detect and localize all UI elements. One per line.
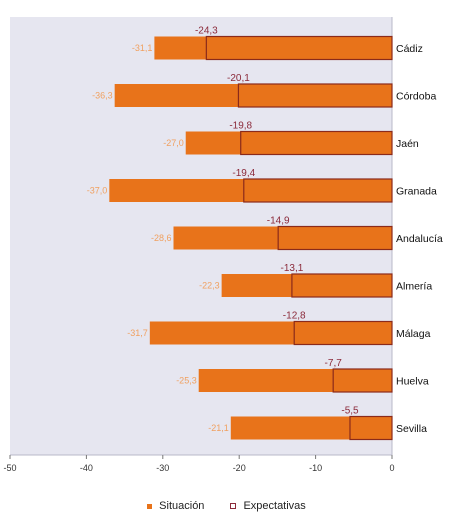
legend-label-situacion: Situación — [159, 500, 205, 512]
data-label-situacion-cadiz: -31,1 — [132, 43, 153, 53]
bar-expectativas-sevilla — [349, 415, 393, 441]
data-label-situacion-sevilla: -21,1 — [208, 423, 229, 433]
category-label-cadiz: Cádiz — [396, 43, 423, 55]
bar-expectativas-cadiz — [205, 35, 393, 61]
category-label-malaga: Málaga — [396, 328, 431, 340]
x-tick-label-1: -40 — [80, 463, 93, 473]
data-label-situacion-almeria: -22,3 — [199, 281, 220, 291]
data-label-expectativas-granada: -19,4 — [232, 168, 255, 179]
bar-expectativas-almeria — [291, 273, 393, 298]
data-label-expectativas-huelva: -7,7 — [325, 358, 343, 369]
bar-situacion-cordoba — [114, 84, 392, 107]
legend-item-expectativas: Expectativas — [230, 500, 306, 512]
data-label-expectativas-almeria: -13,1 — [281, 263, 304, 274]
data-label-situacion-andalucia: -28,6 — [151, 233, 172, 243]
bar-situacion-andalucia — [173, 226, 392, 250]
legend-label-expectativas: Expectativas — [243, 500, 306, 512]
category-label-huelva: Huelva — [396, 376, 429, 388]
bar-situacion-almeria — [221, 274, 392, 297]
data-label-situacion-malaga: -31,7 — [127, 328, 148, 338]
bar-expectativas-huelva — [332, 368, 393, 393]
data-label-expectativas-sevilla: -5,5 — [341, 406, 359, 417]
x-tick-label-4: -10 — [309, 463, 322, 473]
data-label-situacion-huelva: -25,3 — [176, 376, 197, 386]
data-label-situacion-granada: -37,0 — [87, 186, 108, 196]
category-label-andalucia: Andalucía — [396, 233, 443, 245]
legend: Situación Expectativas — [0, 500, 453, 512]
bar-expectativas-cordoba — [237, 83, 393, 108]
bar-situacion-malaga — [149, 321, 392, 345]
data-label-expectativas-cadiz: -24,3 — [195, 26, 218, 37]
x-tick-label-0: -50 — [3, 463, 16, 473]
bar-expectativas-jaen — [240, 130, 393, 156]
bar-situacion-sevilla — [230, 416, 392, 440]
data-label-expectativas-jaen: -19,8 — [229, 121, 252, 132]
data-label-situacion-cordoba: -36,3 — [92, 91, 113, 101]
x-tick-label-2: -30 — [156, 463, 169, 473]
legend-swatch-expectativas — [230, 503, 237, 509]
bar-expectativas-granada — [243, 178, 393, 203]
data-label-expectativas-malaga: -12,8 — [283, 311, 306, 322]
bar-situacion-cadiz — [154, 36, 392, 60]
legend-item-situacion: Situación — [147, 500, 204, 512]
legend-swatch-situacion — [147, 503, 153, 509]
bar-situacion-granada — [109, 179, 392, 202]
bar-situacion-jaen — [185, 131, 392, 155]
data-label-expectativas-cordoba: -20,1 — [227, 73, 250, 84]
category-label-jaen: Jaén — [396, 138, 419, 150]
category-label-granada: Granada — [396, 186, 437, 198]
data-label-expectativas-andalucia: -14,9 — [267, 216, 290, 227]
bar-expectativas-malaga — [293, 320, 393, 346]
category-label-cordoba: Córdoba — [396, 91, 436, 103]
x-tick-label-5: 0 — [389, 463, 394, 473]
x-tick-label-3: -20 — [233, 463, 246, 473]
data-label-situacion-jaen: -27,0 — [163, 138, 184, 148]
bar-situacion-huelva — [198, 369, 392, 392]
category-label-sevilla: Sevilla — [396, 423, 427, 435]
category-label-almeria: Almería — [396, 281, 432, 293]
bar-expectativas-andalucia — [277, 225, 393, 251]
